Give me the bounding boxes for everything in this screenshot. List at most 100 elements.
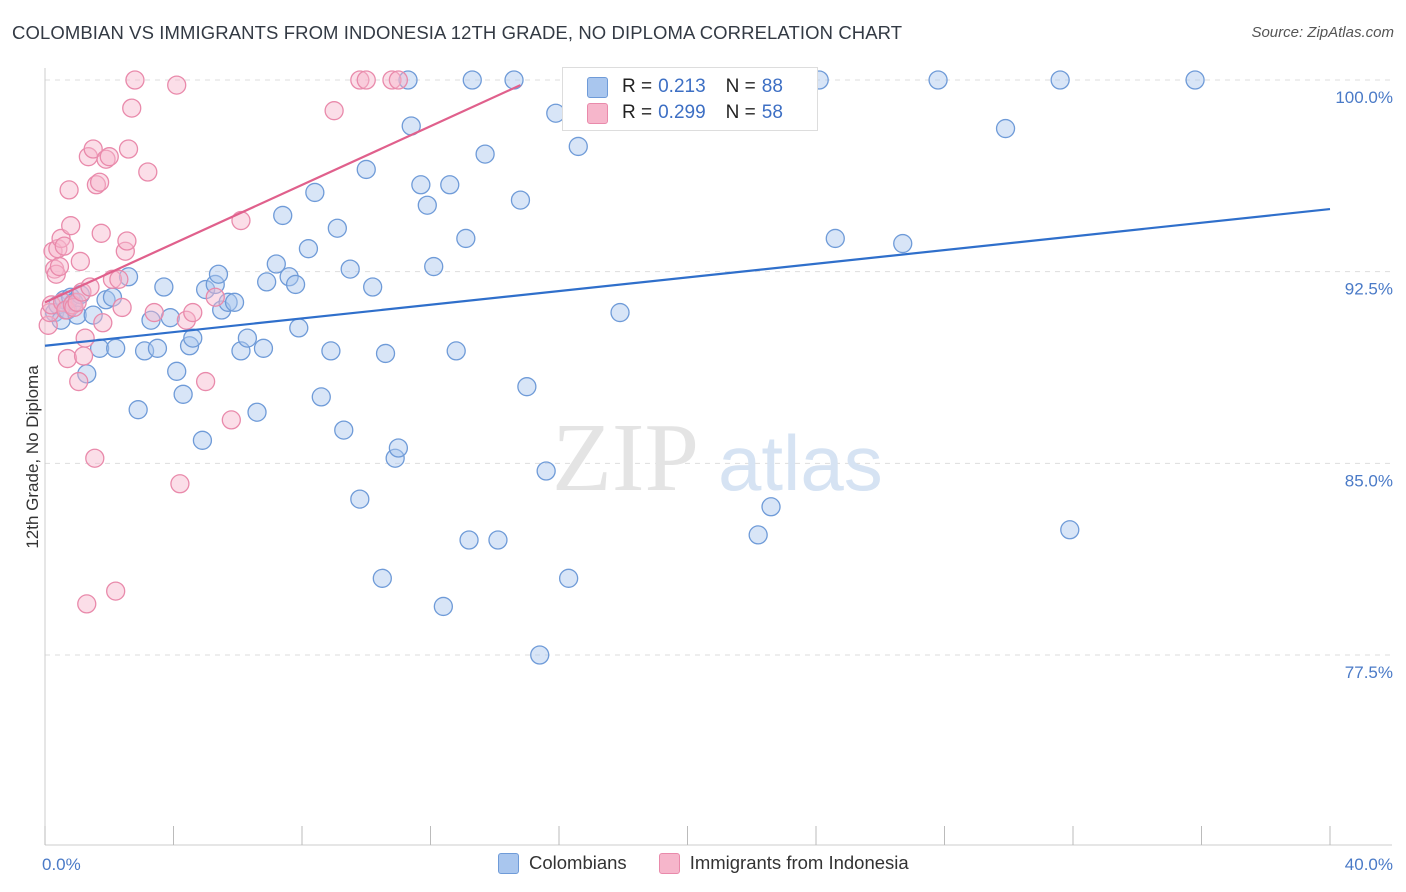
indonesia-point xyxy=(170,474,190,494)
colombian-point xyxy=(417,195,437,215)
indonesia-point xyxy=(83,139,103,159)
indonesia-point xyxy=(125,70,145,90)
indonesia-point xyxy=(167,75,187,95)
colombian-point xyxy=(160,308,180,328)
indonesia-point xyxy=(99,147,119,167)
colombian-point xyxy=(456,228,476,249)
y-tick-label: 77.5% xyxy=(1345,663,1393,682)
series-label-colombians: Colombians xyxy=(529,852,627,873)
indonesia-point xyxy=(350,70,370,90)
colombian-point xyxy=(433,596,454,617)
colombian-point xyxy=(475,144,495,164)
colombian-point xyxy=(928,70,948,90)
series-swatch-blue xyxy=(498,852,519,874)
colombian-point xyxy=(411,175,431,195)
colombian-point xyxy=(446,341,466,361)
colombian-point xyxy=(298,239,319,259)
axis-layer xyxy=(44,68,1392,846)
colombian-point xyxy=(311,387,331,407)
colombian-point xyxy=(340,259,360,279)
indonesia-point xyxy=(96,149,116,169)
colombian-point xyxy=(106,338,126,358)
colombian-point xyxy=(558,568,579,588)
indonesia-point xyxy=(75,328,95,348)
legend-n-label: N = xyxy=(725,76,756,97)
indonesia-point xyxy=(85,448,105,468)
legend-r-label: R = xyxy=(622,102,653,123)
colombian-point xyxy=(253,338,274,358)
grid-layer xyxy=(45,79,1392,656)
colombian-point xyxy=(388,438,409,458)
indonesia-point xyxy=(382,70,402,90)
colombian-point xyxy=(363,277,383,297)
series-legend-colombians: Colombians xyxy=(498,852,627,874)
legend-n-value: 88 xyxy=(761,76,783,97)
chart-title: COLOMBIAN VS IMMIGRANTS FROM INDONESIA 1… xyxy=(12,22,903,43)
colombian-point xyxy=(530,645,550,665)
y-axis-title: 12th Grade, No Diploma xyxy=(23,365,42,549)
watermark-atlas: atlas xyxy=(718,419,883,507)
indonesia-point xyxy=(117,231,137,251)
indonesia-point xyxy=(144,302,164,323)
colombian-point xyxy=(192,430,213,450)
indonesia-point xyxy=(54,236,74,256)
colombian-point xyxy=(440,175,460,195)
source-label: Source: ZipAtlas.com xyxy=(1251,24,1394,41)
indonesia-point xyxy=(70,251,90,272)
colombian-point xyxy=(517,377,537,397)
colombian-point xyxy=(510,190,531,210)
colombian-point xyxy=(195,279,216,300)
indonesia-point xyxy=(89,172,110,192)
legend-r-value: 0.213 xyxy=(658,76,706,97)
series-legend: Colombians Immigrants from Indonesia xyxy=(498,852,941,874)
indonesia-point xyxy=(49,256,70,277)
indonesia-point xyxy=(356,70,376,90)
colombian-point xyxy=(761,497,781,517)
legend-row-indonesia: R = 0.299 N = 58 xyxy=(587,101,783,125)
indonesia-point xyxy=(138,162,158,182)
indonesia-point xyxy=(122,98,142,118)
series-legend-indonesia: Immigrants from Indonesia xyxy=(658,852,909,874)
indonesia-point xyxy=(40,302,60,323)
colombian-point xyxy=(893,233,913,254)
indonesia-point xyxy=(86,175,107,195)
colombian-point xyxy=(285,274,306,295)
indonesia-point xyxy=(77,594,97,614)
colombian-point xyxy=(128,400,148,420)
indonesia-point xyxy=(195,371,216,392)
indonesia-point xyxy=(67,292,87,312)
indonesia-point xyxy=(61,216,81,236)
colombian-point xyxy=(83,305,103,325)
colombian-point xyxy=(266,254,286,274)
indonesia-point xyxy=(64,297,84,318)
colombian-point xyxy=(350,489,370,509)
indonesia-point xyxy=(176,310,197,330)
colombian-point xyxy=(424,256,444,277)
colombian-point xyxy=(237,328,258,348)
indonesia-point xyxy=(183,302,203,323)
indonesia-point xyxy=(118,139,139,159)
indonesia-point xyxy=(59,180,79,200)
indonesia-point xyxy=(388,70,409,90)
colombian-point xyxy=(995,118,1016,139)
colombian-point xyxy=(321,341,341,361)
indonesia-point xyxy=(324,101,344,121)
colombian-point xyxy=(273,205,293,226)
colombian-point xyxy=(167,361,187,381)
colombian-point xyxy=(536,461,556,481)
colombian-point xyxy=(334,420,354,440)
watermark-zip: ZIP xyxy=(552,404,699,512)
colombian-point xyxy=(173,384,193,404)
colombian-trendline xyxy=(44,207,1331,347)
colombian-point xyxy=(1060,520,1080,540)
colombian-point xyxy=(147,338,168,358)
indonesia-point xyxy=(109,269,129,289)
colombian-point xyxy=(372,568,392,588)
series-label-indonesia: Immigrants from Indonesia xyxy=(689,852,909,873)
indonesia-point xyxy=(112,297,132,318)
colombian-point xyxy=(247,402,267,422)
colombian-point xyxy=(154,277,174,297)
indonesia-trendline xyxy=(44,84,521,304)
colombian-point xyxy=(257,272,277,292)
indonesia-point xyxy=(57,348,78,369)
